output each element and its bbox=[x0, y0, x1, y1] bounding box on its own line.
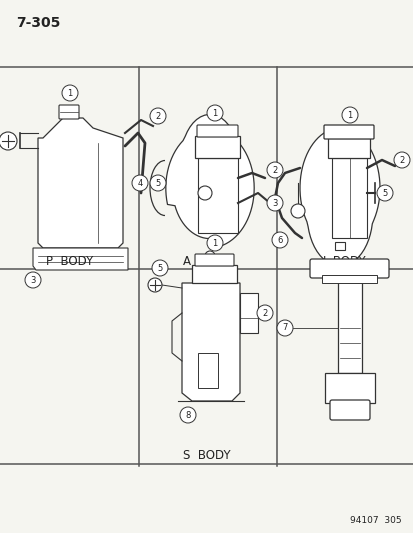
Circle shape bbox=[197, 186, 211, 200]
Polygon shape bbox=[182, 283, 240, 401]
Text: 5: 5 bbox=[382, 189, 387, 198]
FancyBboxPatch shape bbox=[195, 254, 233, 266]
Text: 5: 5 bbox=[155, 179, 160, 188]
Text: 3: 3 bbox=[272, 198, 277, 207]
Circle shape bbox=[290, 204, 304, 218]
Circle shape bbox=[206, 105, 223, 121]
Bar bbox=[334, 242, 344, 250]
Text: J  BODY: J BODY bbox=[322, 255, 366, 268]
Bar bbox=[331, 158, 366, 238]
Circle shape bbox=[393, 152, 409, 168]
Circle shape bbox=[132, 175, 147, 191]
Circle shape bbox=[204, 251, 214, 261]
Text: P  BODY: P BODY bbox=[45, 255, 93, 268]
Text: 7-305: 7-305 bbox=[17, 16, 61, 30]
Text: 1: 1 bbox=[67, 88, 72, 98]
Circle shape bbox=[256, 305, 272, 321]
Circle shape bbox=[376, 185, 392, 201]
Bar bbox=[197, 158, 237, 233]
Circle shape bbox=[150, 108, 166, 124]
Text: 2: 2 bbox=[262, 309, 267, 318]
Text: 1: 1 bbox=[212, 238, 217, 247]
FancyBboxPatch shape bbox=[327, 138, 369, 158]
Polygon shape bbox=[33, 248, 128, 270]
Text: 5: 5 bbox=[157, 263, 162, 272]
Circle shape bbox=[152, 260, 168, 276]
Bar bbox=[337, 281, 361, 373]
Bar bbox=[240, 293, 257, 333]
Circle shape bbox=[271, 232, 287, 248]
Circle shape bbox=[266, 195, 282, 211]
Text: 6: 6 bbox=[277, 236, 282, 245]
Circle shape bbox=[62, 85, 78, 101]
Circle shape bbox=[180, 407, 195, 423]
Bar bbox=[324, 373, 374, 403]
Circle shape bbox=[150, 175, 166, 191]
Circle shape bbox=[206, 235, 223, 251]
Circle shape bbox=[266, 162, 282, 178]
Text: A  BODY: A BODY bbox=[183, 255, 230, 268]
Text: 7: 7 bbox=[282, 324, 287, 333]
FancyBboxPatch shape bbox=[309, 259, 388, 278]
Text: S  BODY: S BODY bbox=[183, 449, 230, 462]
Circle shape bbox=[0, 132, 17, 150]
Circle shape bbox=[147, 278, 161, 292]
FancyBboxPatch shape bbox=[329, 400, 369, 420]
FancyBboxPatch shape bbox=[323, 125, 373, 139]
Circle shape bbox=[341, 107, 357, 123]
Text: 3: 3 bbox=[30, 276, 36, 285]
Bar bbox=[197, 353, 218, 388]
Text: 1: 1 bbox=[347, 110, 352, 119]
Circle shape bbox=[276, 320, 292, 336]
Text: 2: 2 bbox=[155, 111, 160, 120]
FancyBboxPatch shape bbox=[195, 136, 240, 158]
Text: 2: 2 bbox=[272, 166, 277, 174]
Bar bbox=[321, 275, 376, 283]
Polygon shape bbox=[166, 115, 254, 248]
Circle shape bbox=[25, 272, 41, 288]
FancyBboxPatch shape bbox=[192, 265, 236, 283]
Text: 1: 1 bbox=[212, 109, 217, 117]
Text: 2: 2 bbox=[399, 156, 404, 165]
Polygon shape bbox=[299, 128, 379, 266]
Text: 4: 4 bbox=[137, 179, 142, 188]
FancyBboxPatch shape bbox=[59, 105, 79, 119]
Polygon shape bbox=[38, 118, 123, 248]
Text: 94107  305: 94107 305 bbox=[349, 516, 401, 525]
Text: 8: 8 bbox=[185, 410, 190, 419]
FancyBboxPatch shape bbox=[197, 125, 237, 137]
